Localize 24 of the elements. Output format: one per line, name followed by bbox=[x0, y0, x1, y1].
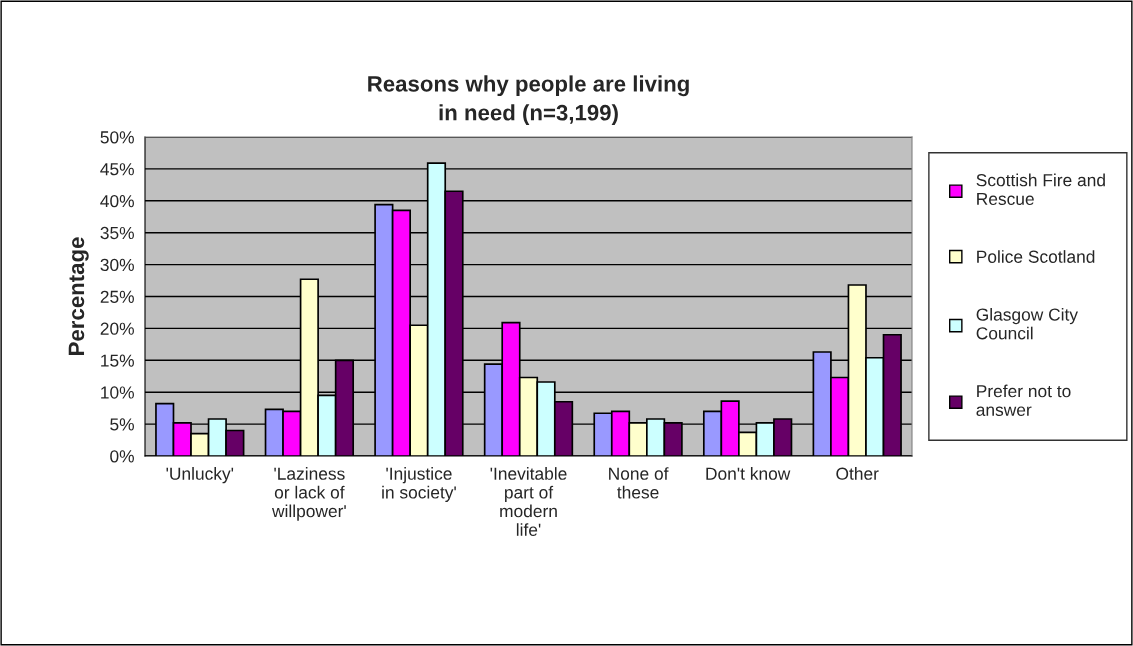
legend-label: Glasgow City Council bbox=[976, 307, 1078, 340]
x-tick-label: Don't know bbox=[706, 467, 791, 480]
legend-label: Police Scotland bbox=[977, 250, 1095, 263]
x-tick-label: 'Inevitable part of modern life' bbox=[490, 467, 567, 536]
chart-title: Reasons why people are living in need (n=3,199) bbox=[368, 75, 689, 125]
y-tick-label: 25% bbox=[100, 290, 134, 303]
x-tick-label: 'Injustice in society' bbox=[382, 467, 456, 502]
y-tick-label: 15% bbox=[101, 354, 134, 367]
y-tick-label: 5% bbox=[110, 418, 134, 431]
x-tick-label: 'Unlucky' bbox=[166, 467, 234, 484]
y-tick-label: 35% bbox=[100, 226, 134, 240]
y-tick-label: 45% bbox=[100, 163, 134, 176]
legend-label: Scottish Fire and Rescue bbox=[976, 173, 1105, 206]
x-tick-label: 'Laziness or lack of willpower' bbox=[271, 467, 346, 521]
y-tick-label: 10% bbox=[101, 386, 134, 399]
y-tick-label: 20% bbox=[100, 322, 134, 335]
legend-label: Prefer not to answer bbox=[976, 384, 1071, 416]
y-axis-title: Percentage bbox=[68, 237, 89, 355]
x-tick-label: Other bbox=[836, 467, 879, 480]
y-tick-label: 50% bbox=[100, 131, 134, 144]
y-tick-label: 0% bbox=[110, 450, 134, 463]
y-tick-label: 30% bbox=[100, 258, 134, 272]
x-tick-label: None of these bbox=[609, 467, 669, 499]
y-tick-label: 40% bbox=[100, 194, 134, 208]
